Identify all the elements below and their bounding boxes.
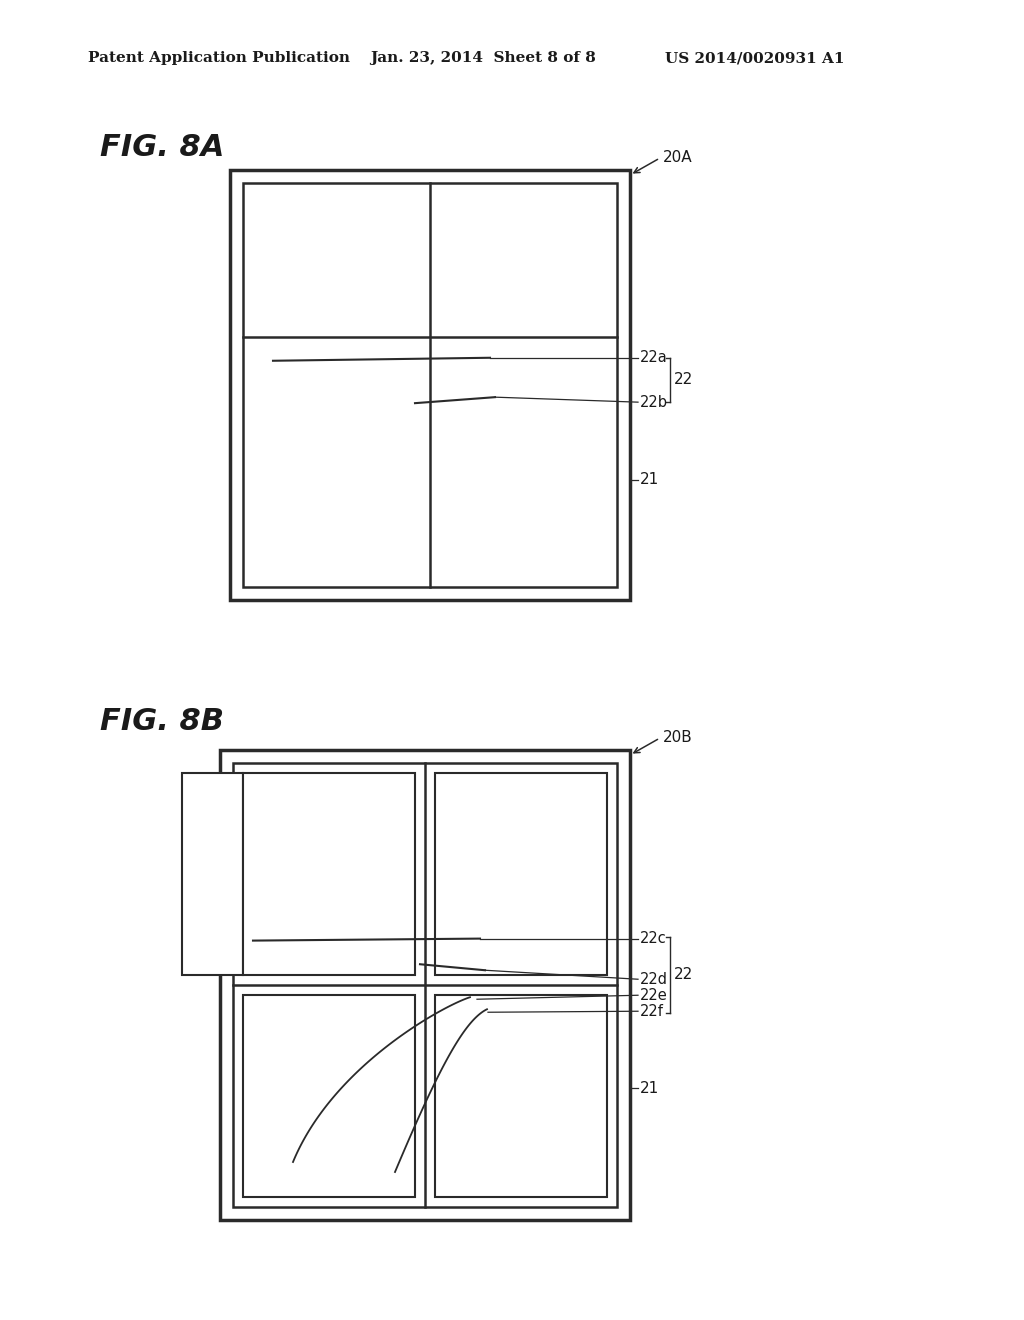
Bar [243, 774, 415, 975]
Text: 22b: 22b [640, 395, 668, 409]
Text: Patent Application Publication: Patent Application Publication [88, 51, 350, 65]
Text: 22: 22 [674, 372, 693, 388]
Text: 22c: 22c [640, 931, 667, 946]
Text: 22a: 22a [640, 350, 668, 366]
Bar [243, 995, 415, 1197]
Text: FIG. 8A: FIG. 8A [100, 133, 224, 162]
Text: 22e: 22e [640, 987, 668, 1003]
Bar [220, 750, 630, 1220]
Text: FIG. 8B: FIG. 8B [100, 708, 224, 737]
Text: 21: 21 [640, 473, 659, 487]
Bar [243, 183, 617, 587]
Bar [230, 170, 630, 601]
Text: 22: 22 [674, 968, 693, 982]
Text: 22d: 22d [640, 972, 668, 987]
Bar [182, 774, 243, 975]
Bar [435, 995, 607, 1197]
Bar [233, 763, 617, 1206]
Text: 22f: 22f [640, 1003, 664, 1019]
Text: US 2014/0020931 A1: US 2014/0020931 A1 [665, 51, 845, 65]
Text: 20A: 20A [663, 149, 692, 165]
Text: 21: 21 [640, 1081, 659, 1096]
Bar [435, 774, 607, 975]
Text: 20B: 20B [663, 730, 693, 744]
Text: Jan. 23, 2014  Sheet 8 of 8: Jan. 23, 2014 Sheet 8 of 8 [370, 51, 596, 65]
